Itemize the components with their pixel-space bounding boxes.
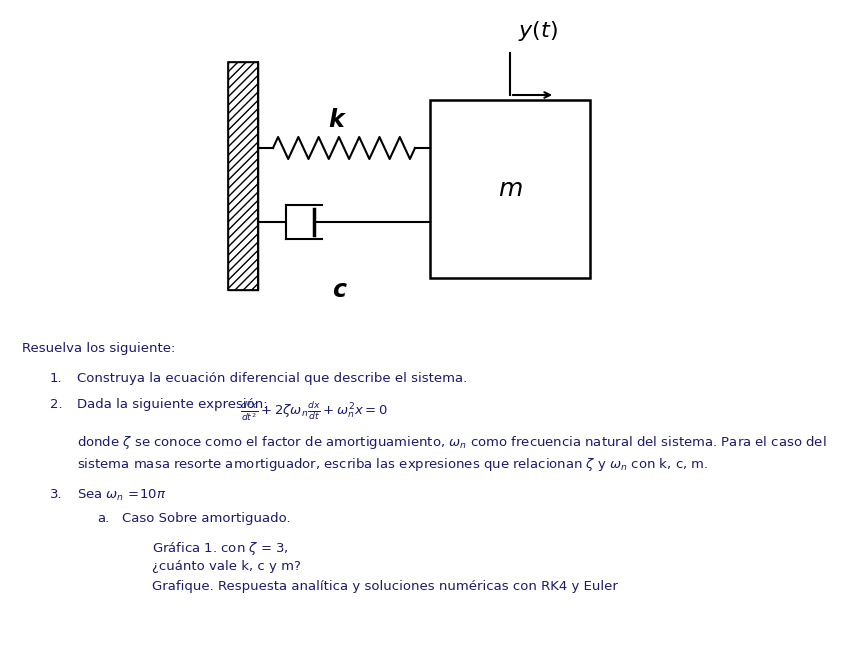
Text: Gráfica 1. con $\zeta$ = 3,: Gráfica 1. con $\zeta$ = 3,	[152, 540, 288, 557]
Text: donde $\zeta$ se conoce como el factor de amortiguamiento, $\omega_n$ como frecu: donde $\zeta$ se conoce como el factor d…	[77, 434, 826, 451]
Text: c: c	[332, 278, 346, 302]
Text: ¿cuánto vale k, c y m?: ¿cuánto vale k, c y m?	[152, 560, 301, 573]
Text: Sea $\omega_n\,=\!10\pi$: Sea $\omega_n\,=\!10\pi$	[77, 488, 167, 503]
Text: Resuelva los siguiente:: Resuelva los siguiente:	[22, 342, 175, 355]
Bar	[430, 100, 590, 278]
Text: Dada la siguiente expresión:: Dada la siguiente expresión:	[77, 398, 272, 411]
Text: k: k	[328, 108, 344, 132]
Text: sistema masa resorte amortiguador, escriba las expresiones que relacionan $\zeta: sistema masa resorte amortiguador, escri…	[77, 456, 708, 473]
Text: 3.: 3.	[50, 488, 62, 501]
Text: $\frac{d^{2}x}{dt^{2}}+2\zeta\omega_n\frac{dx}{dt}+\omega_n^2 x=0$: $\frac{d^{2}x}{dt^{2}}+2\zeta\omega_n\fr…	[240, 399, 388, 422]
Text: 1.: 1.	[50, 372, 62, 385]
Text: Caso Sobre amortiguado.: Caso Sobre amortiguado.	[122, 512, 291, 525]
Text: Grafique. Respuesta analítica y soluciones numéricas con RK4 y Euler: Grafique. Respuesta analítica y solucion…	[152, 580, 618, 593]
Text: 2.: 2.	[50, 398, 62, 411]
Bar	[228, 62, 258, 290]
Text: $y(t)$: $y(t)$	[518, 19, 558, 43]
Text: a.: a.	[97, 512, 110, 525]
Bar	[228, 62, 258, 290]
Text: Construya la ecuación diferencial que describe el sistema.: Construya la ecuación diferencial que de…	[77, 372, 467, 385]
Text: m: m	[498, 177, 522, 201]
